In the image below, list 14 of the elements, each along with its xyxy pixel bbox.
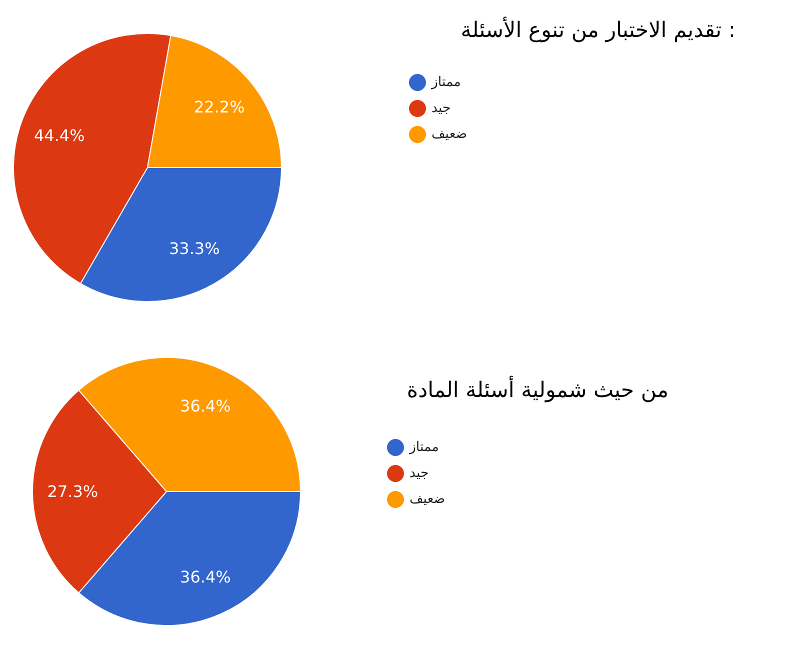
legend-label: ممتاز	[408, 440, 439, 455]
legend-label: ممتاز	[430, 75, 461, 90]
data-label: 27.3%	[47, 482, 98, 501]
legend-label: ضعيف	[432, 127, 468, 142]
data-label: 44.4%	[34, 126, 85, 145]
legend-label: ضعيف	[410, 492, 446, 507]
data-label: 22.2%	[194, 98, 245, 117]
data-label: 36.4%	[180, 567, 231, 586]
legend-label: جيد	[410, 466, 429, 481]
data-label: 36.4%	[180, 396, 231, 416]
legend-label: جيد	[432, 101, 451, 116]
text: تقديم الاختبار من تنوع الأسئلة :	[460, 16, 736, 43]
text: من حيث شمولية أسئلة المادة	[406, 375, 669, 403]
data-label: 33.3%	[168, 239, 220, 258]
